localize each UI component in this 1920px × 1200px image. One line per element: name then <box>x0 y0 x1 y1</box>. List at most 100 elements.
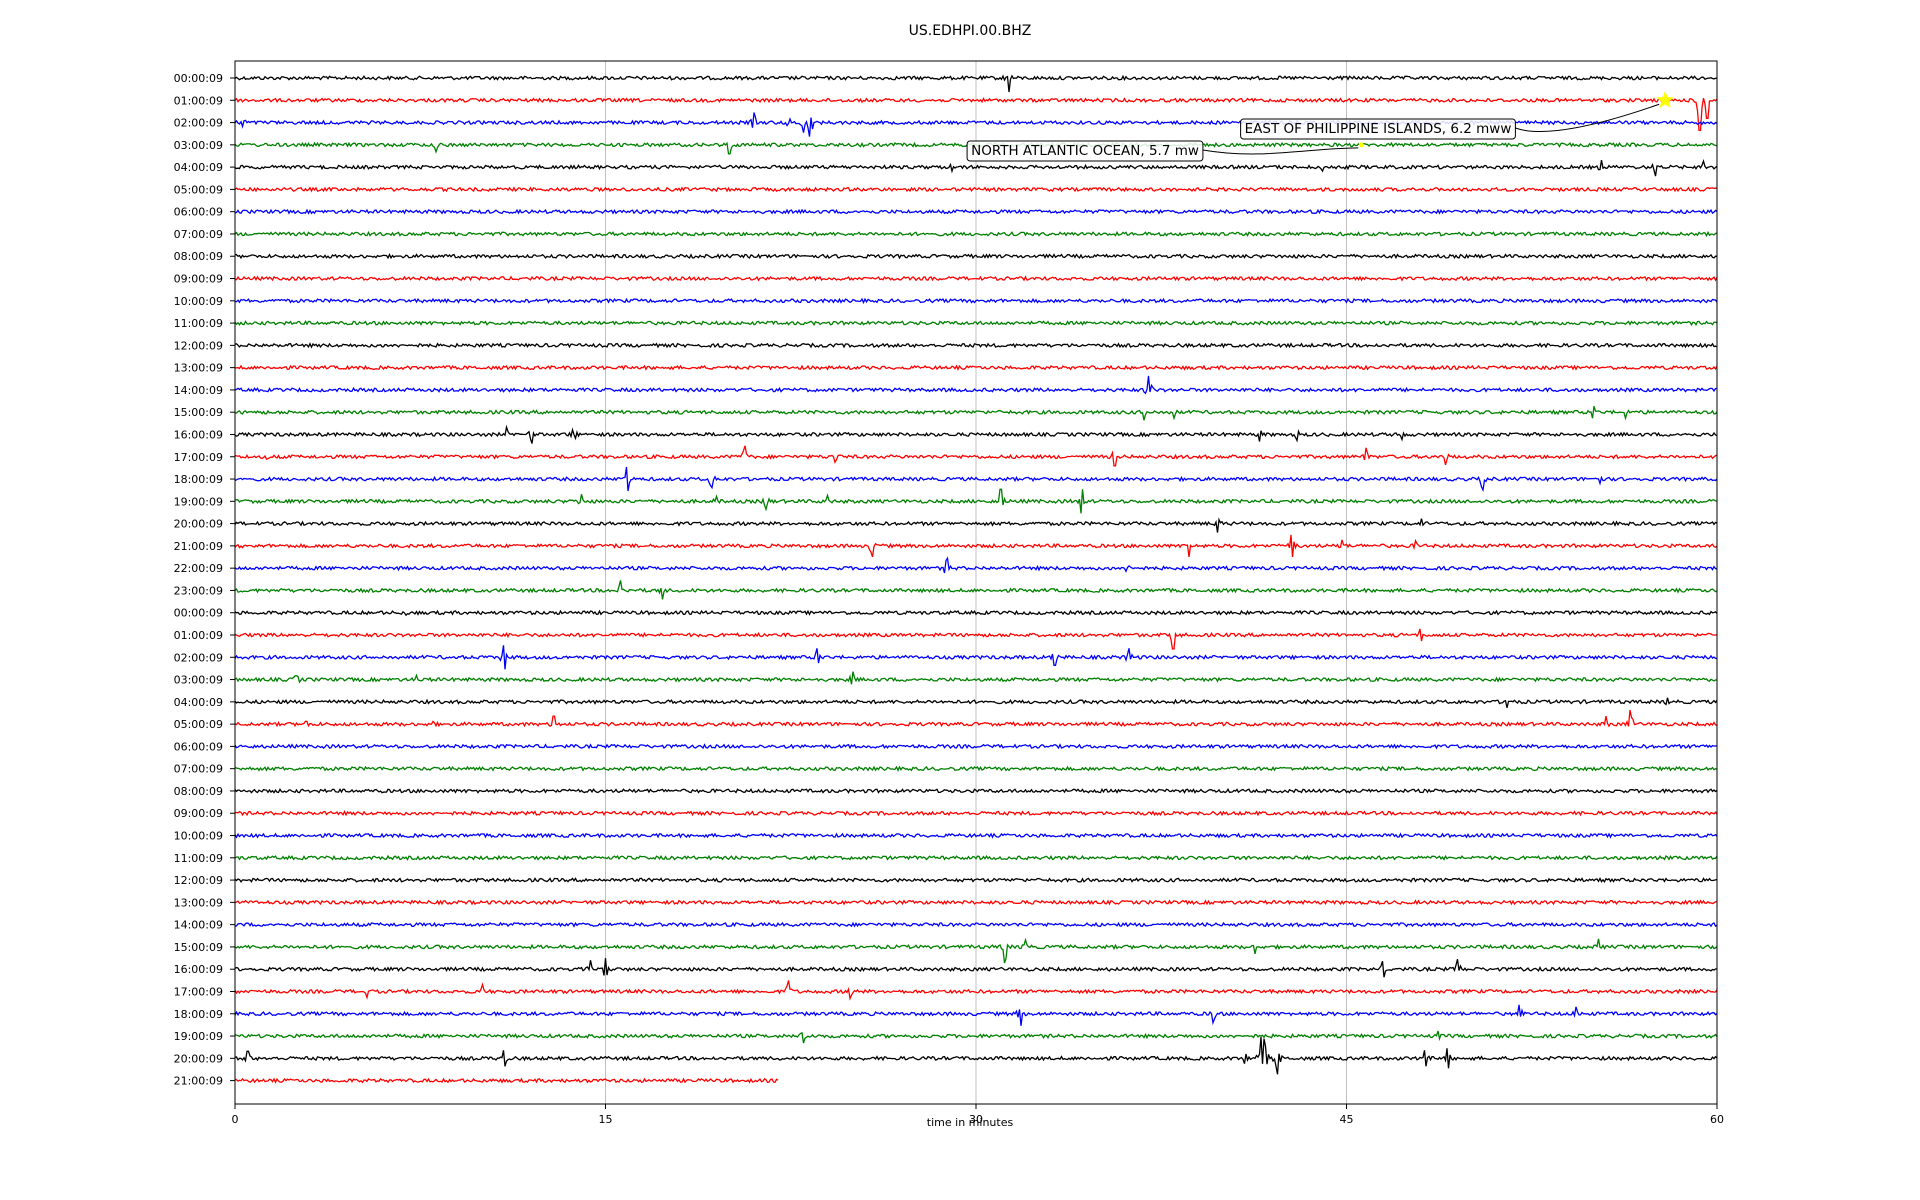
x-tick-label: 45 <box>1340 1113 1354 1126</box>
trace-row <box>234 445 1718 467</box>
row-time-label: 06:00:09 <box>174 740 223 753</box>
x-tick-label: 30 <box>969 1113 983 1126</box>
row-time-label: 03:00:09 <box>174 139 223 152</box>
chart-title: US.EDHPI.00.BHZ <box>909 23 1032 39</box>
row-time-label: 04:00:09 <box>174 696 223 709</box>
trace-row <box>234 1036 1718 1075</box>
trace-row <box>234 97 1718 131</box>
x-tick-label: 0 <box>232 1113 239 1126</box>
row-time-label: 00:00:09 <box>174 607 223 620</box>
trace-row <box>234 158 1718 177</box>
row-time-label: 13:00:09 <box>174 896 223 909</box>
row-time-label: 18:00:09 <box>174 473 223 486</box>
event-marker <box>1358 142 1364 148</box>
row-time-label: 05:00:09 <box>174 183 223 196</box>
row-time-label: 21:00:09 <box>174 540 223 553</box>
trace-row <box>235 253 1718 260</box>
trace-row <box>234 697 1718 708</box>
trace-row <box>234 580 1718 600</box>
trace-row <box>234 671 1718 685</box>
annotation-atlantic-box <box>966 140 1204 162</box>
trace-row <box>234 709 1718 728</box>
trace-row <box>234 556 1718 574</box>
trace-row <box>234 628 1718 650</box>
annotation-connector <box>1515 103 1660 132</box>
row-time-label: 19:00:09 <box>174 495 223 508</box>
trace-row <box>234 958 1718 978</box>
trace-row <box>234 937 1718 964</box>
row-time-label: 16:00:09 <box>174 963 223 976</box>
row-time-label: 22:00:09 <box>174 562 223 575</box>
row-time-label: 08:00:09 <box>174 250 223 263</box>
annotation-connector <box>1202 147 1359 155</box>
x-tick-label: 15 <box>599 1113 613 1126</box>
row-time-label: 09:00:09 <box>174 273 223 286</box>
trace-row <box>234 364 1718 371</box>
row-time-label: 14:00:09 <box>174 384 223 397</box>
trace-row <box>234 208 1718 215</box>
row-time-label: 17:00:09 <box>174 985 223 998</box>
trace-row <box>234 297 1718 305</box>
row-time-label: 20:00:09 <box>174 1052 223 1065</box>
row-time-label: 20:00:09 <box>174 518 223 531</box>
trace-row <box>234 230 1718 238</box>
event-star-marker <box>1656 90 1675 108</box>
row-time-label: 08:00:09 <box>174 785 223 798</box>
trace-row <box>234 810 1718 817</box>
trace-row <box>234 424 1718 444</box>
annotation-philippines-box <box>1240 118 1516 140</box>
row-time-label: 00:00:09 <box>174 72 223 85</box>
trace-row <box>234 899 1718 906</box>
row-time-label: 15:00:09 <box>174 941 223 954</box>
row-time-label: 19:00:09 <box>174 1030 223 1043</box>
trace-row <box>234 342 1718 349</box>
row-time-label: 01:00:09 <box>174 94 223 107</box>
trace-row <box>234 832 1718 839</box>
row-time-label: 21:00:09 <box>174 1075 223 1088</box>
trace-row <box>234 517 1718 533</box>
trace-row <box>234 466 1718 493</box>
trace-row <box>234 743 1718 750</box>
trace-row <box>235 406 1718 421</box>
row-time-label: 06:00:09 <box>174 206 223 219</box>
trace-row <box>234 375 1718 395</box>
row-time-label: 15:00:09 <box>174 406 223 419</box>
trace-row <box>234 488 1718 514</box>
row-time-label: 02:00:09 <box>174 117 223 130</box>
trace-row <box>234 854 1718 861</box>
row-time-label: 12:00:09 <box>174 339 223 352</box>
annotation-philippines-text: EAST OF PHILIPPINE ISLANDS, 6.2 mww <box>1245 121 1512 137</box>
row-time-label: 07:00:09 <box>174 763 223 776</box>
row-time-label: 18:00:09 <box>174 1008 223 1021</box>
trace-row <box>234 877 1718 884</box>
trace-row <box>234 186 1718 193</box>
trace-row <box>234 787 1718 794</box>
row-time-label: 11:00:09 <box>174 852 223 865</box>
trace-row <box>234 320 1718 327</box>
trace-row <box>234 921 1718 928</box>
row-time-label: 11:00:09 <box>174 317 223 330</box>
row-time-label: 12:00:09 <box>174 874 223 887</box>
trace-row <box>234 1004 1718 1026</box>
row-time-label: 03:00:09 <box>174 674 223 687</box>
plot-area: 00:00:09 01:00:09 02:00:09 03:00:09 04:00:09… <box>174 60 1724 1126</box>
trace-row <box>234 534 1718 558</box>
x-tick-label: 60 <box>1710 1113 1724 1126</box>
row-time-label: 01:00:09 <box>174 629 223 642</box>
row-time-label: 14:00:09 <box>174 919 223 932</box>
row-time-label: 09:00:09 <box>174 807 223 820</box>
trace-row <box>234 275 1718 282</box>
trace-row <box>234 74 1718 93</box>
row-time-label: 07:00:09 <box>174 228 223 241</box>
trace-row <box>234 765 1718 773</box>
row-time-label: 02:00:09 <box>174 651 223 664</box>
trace-row <box>234 980 1718 1001</box>
trace-row <box>234 1030 1718 1044</box>
row-time-label: 13:00:09 <box>174 362 223 375</box>
row-time-label: 23:00:09 <box>174 584 223 597</box>
x-axis-label: time in minutes <box>927 1116 1014 1129</box>
row-time-label: 04:00:09 <box>174 161 223 174</box>
row-time-label: 17:00:09 <box>174 451 223 464</box>
row-time-label: 10:00:09 <box>174 830 223 843</box>
